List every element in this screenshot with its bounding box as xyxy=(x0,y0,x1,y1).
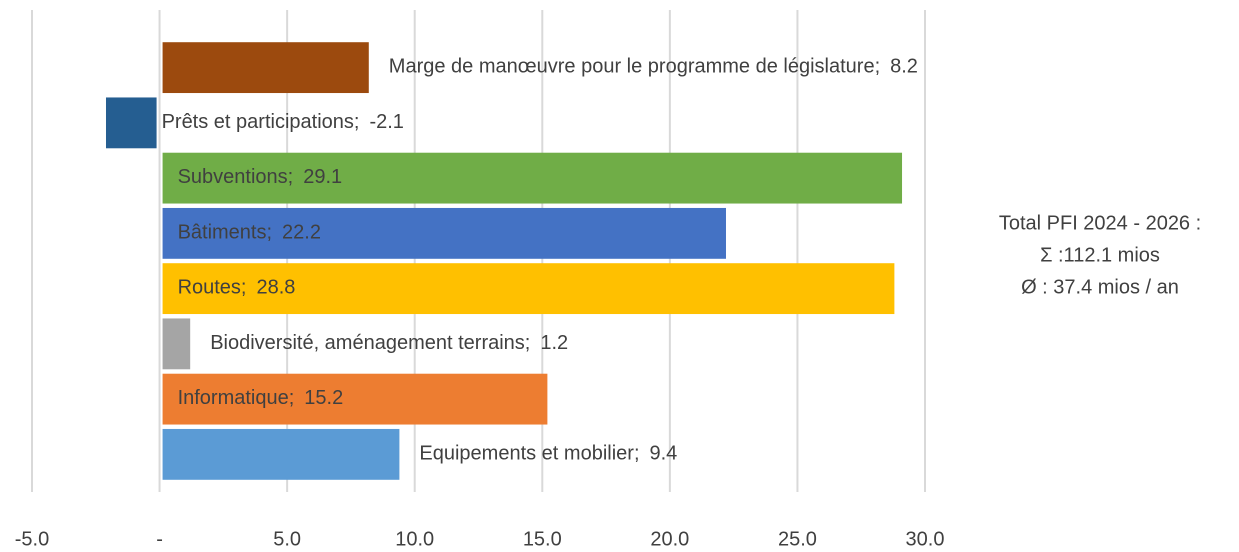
bar xyxy=(162,152,903,204)
category-label: Prêts et participations; xyxy=(162,111,360,133)
x-tick-label: 15.0 xyxy=(523,528,562,550)
category-label: Informatique; xyxy=(178,387,295,409)
data-label: Marge de manœuvre pour le programme de l… xyxy=(389,56,918,78)
category-label: Equipements et mobilier; xyxy=(419,443,639,465)
data-label: Prêts et participations; -2.1 xyxy=(162,111,404,133)
category-label: Routes; xyxy=(178,277,247,299)
x-tick-label: 30.0 xyxy=(906,528,945,550)
x-tick-label: 25.0 xyxy=(778,528,817,550)
value-label: -2.1 xyxy=(369,111,403,133)
x-tick-label: -5.0 xyxy=(15,528,49,550)
x-tick-label: 20.0 xyxy=(650,528,689,550)
data-label: Bâtiments; 22.2 xyxy=(178,222,321,244)
bar xyxy=(162,42,369,94)
value-label: 15.2 xyxy=(304,387,343,409)
x-tick-label: 10.0 xyxy=(395,528,434,550)
bar xyxy=(105,97,157,149)
data-label: Routes; 28.8 xyxy=(178,277,296,299)
value-label: 29.1 xyxy=(303,166,342,188)
value-label: 1.2 xyxy=(540,332,568,354)
bar xyxy=(162,263,895,315)
annotation: Total PFI 2024 - 2026 : xyxy=(999,212,1201,234)
data-label: Equipements et mobilier; 9.4 xyxy=(419,443,677,465)
value-label: 22.2 xyxy=(282,222,321,244)
annotation: Σ :112.1 mios xyxy=(1040,244,1160,266)
bar xyxy=(162,373,548,425)
value-label: 9.4 xyxy=(650,443,678,465)
bar xyxy=(162,318,191,370)
bar xyxy=(162,428,400,480)
data-label: Biodiversité, aménagement terrains; 1.2 xyxy=(210,332,568,354)
annotation: Ø : 37.4 mios / an xyxy=(1021,276,1179,298)
x-tick-label: 5.0 xyxy=(273,528,301,550)
data-label: Subventions; 29.1 xyxy=(178,166,343,188)
x-tick-label: - xyxy=(156,528,163,550)
value-label: 8.2 xyxy=(890,56,918,78)
bar xyxy=(162,207,726,259)
category-label: Marge de manœuvre pour le programme de l… xyxy=(389,56,880,78)
category-label: Biodiversité, aménagement terrains; xyxy=(210,332,530,354)
value-label: 28.8 xyxy=(257,277,296,299)
category-label: Subventions; xyxy=(178,166,294,188)
data-label: Informatique; 15.2 xyxy=(178,387,344,409)
category-label: Bâtiments; xyxy=(178,222,272,244)
